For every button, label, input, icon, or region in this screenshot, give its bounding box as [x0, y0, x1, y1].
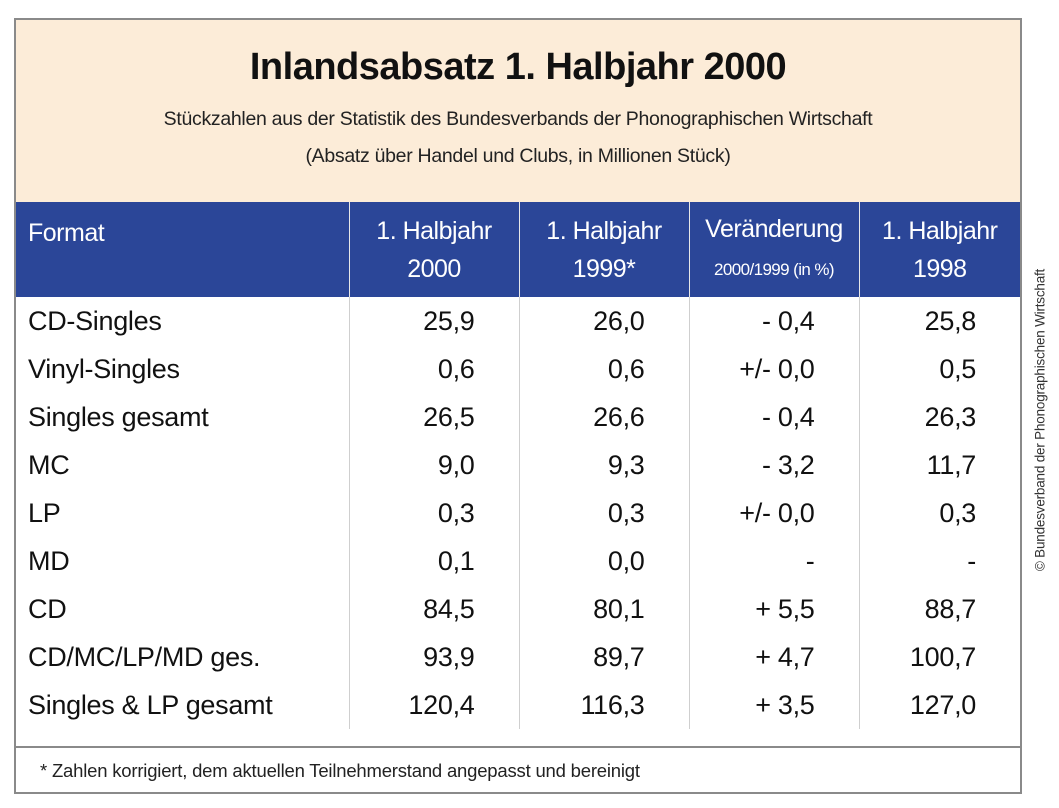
cell-change: + 4,7	[689, 633, 860, 681]
column-header-1998: 1. Halbjahr 1998	[859, 202, 1020, 297]
sales-table: Format 1. Halbjahr 2000 1. Halbjahr 1999* …	[16, 202, 1020, 729]
row-label: Vinyl-Singles	[16, 345, 350, 393]
cell-1999: 0,6	[519, 345, 690, 393]
cell-change: +/- 0,0	[689, 345, 860, 393]
cell-1998: 0,5	[939, 353, 976, 384]
row-label: MC	[16, 441, 350, 489]
table-row: CD/MC/LP/MD ges. 93,9 89,7 + 4,7 100,7	[16, 633, 1020, 681]
table-row: Singles & LP gesamt 120,4 116,3 + 3,5 127,0	[16, 681, 1020, 729]
cell-change: +/- 0,0	[689, 489, 860, 537]
cell-1999: 89,7	[519, 633, 690, 681]
cell-change: - 3,2	[689, 441, 860, 489]
column-header-format: Format	[16, 202, 350, 297]
cell-1998: 11,7	[926, 449, 977, 480]
footnote: * Zahlen korrigiert, dem aktuellen Teiln…	[16, 746, 1020, 794]
cell-1999: 80,1	[519, 585, 690, 633]
table-row: MC 9,0 9,3- 3,2 11,7	[16, 441, 1020, 489]
column-header-line2: 1999*	[572, 254, 636, 283]
cell-2000: 0,6	[349, 345, 520, 393]
cell-1998: 25,8	[924, 305, 977, 336]
chart-title: Inlandsabsatz 1. Halbjahr 2000	[249, 46, 787, 88]
column-header-2000: 1. Halbjahr 2000	[349, 202, 520, 297]
column-header-line1: 1. Halbjahr	[546, 216, 662, 245]
cell-1999: 9,3	[519, 441, 690, 489]
cell-1998: 127,0	[909, 689, 976, 720]
table-row: CD 84,5 80,1 + 5,5 88,7	[16, 585, 1020, 633]
cell-1998: 88,7	[924, 593, 977, 624]
row-label: Singles gesamt	[16, 393, 350, 441]
cell-1998: 26,3	[924, 401, 977, 432]
column-header-change: Veränderung 2000/1999 (in %)	[689, 202, 860, 297]
cell-2000: 9,0	[349, 441, 520, 489]
cell-2000: 25,9	[349, 297, 520, 345]
table-row: CD-Singles 25,9 26,0- 0,4 25,8	[16, 297, 1020, 345]
cell-1999: 26,0	[519, 297, 690, 345]
cell-1999: 116,3	[519, 681, 690, 729]
row-label: Singles & LP gesamt	[16, 681, 350, 729]
row-label: CD-Singles	[16, 297, 350, 345]
chart-subtitle: Stückzahlen aus der Statistik des Bundes…	[163, 108, 873, 130]
copyright-credit: © Bundesverband der Phonographischen Wir…	[1032, 268, 1048, 572]
cell-2000: 120,4	[349, 681, 520, 729]
cell-change: - 0,4	[689, 297, 860, 345]
cell-1998: 0,3	[939, 497, 976, 528]
column-header-format-label: Format	[28, 219, 105, 247]
table-body: CD-Singles 25,9 26,0- 0,4 25,8 Vinyl-Singles…	[16, 297, 1020, 729]
cell-2000: 0,1	[349, 537, 520, 585]
row-label: CD	[16, 585, 350, 633]
column-header-line1: Veränderung	[705, 215, 843, 243]
chart-subtitle-units: (Absatz über Handel und Clubs, in Millio…	[305, 145, 731, 167]
cell-1998: 100,7	[909, 641, 976, 672]
column-header-line1: 1. Halbjahr	[376, 216, 492, 245]
cell-2000: 84,5	[349, 585, 520, 633]
table-row: LP 0,3 0,3 +/- 0,0 0,3	[16, 489, 1020, 537]
cell-change: - 0,4	[689, 393, 860, 441]
cell-change: -	[689, 537, 860, 585]
column-header-line2: 1998	[912, 254, 967, 283]
table-header-panel: Inlandsabsatz 1. Halbjahr 2000 Stückzahl…	[16, 20, 1020, 202]
column-header-line1: 1. Halbjahr	[882, 216, 998, 245]
column-header-line2: 2000/1999 (in %)	[714, 260, 834, 279]
table-frame: Inlandsabsatz 1. Halbjahr 2000 Stückzahl…	[14, 18, 1022, 794]
column-header-row: Format 1. Halbjahr 2000 1. Halbjahr 1999* …	[16, 202, 1020, 297]
table-row: Vinyl-Singles 0,6 0,6 +/- 0,0 0,5	[16, 345, 1020, 393]
row-label: CD/MC/LP/MD ges.	[16, 633, 350, 681]
cell-2000: 93,9	[349, 633, 520, 681]
column-header-1999: 1. Halbjahr 1999*	[519, 202, 690, 297]
cell-change: + 5,5	[689, 585, 860, 633]
table-row: MD 0,1 0,0- -	[16, 537, 1020, 585]
cell-1998: -	[967, 545, 976, 576]
cell-2000: 0,3	[349, 489, 520, 537]
row-label: LP	[16, 489, 350, 537]
cell-1999: 26,6	[519, 393, 690, 441]
column-header-line2: 2000	[407, 254, 461, 283]
row-label: MD	[16, 537, 350, 585]
cell-2000: 26,5	[349, 393, 520, 441]
table-row: Singles gesamt 26,5 26,6- 0,4 26,3	[16, 393, 1020, 441]
cell-change: + 3,5	[689, 681, 860, 729]
cell-1999: 0,3	[519, 489, 690, 537]
cell-1999: 0,0	[519, 537, 690, 585]
